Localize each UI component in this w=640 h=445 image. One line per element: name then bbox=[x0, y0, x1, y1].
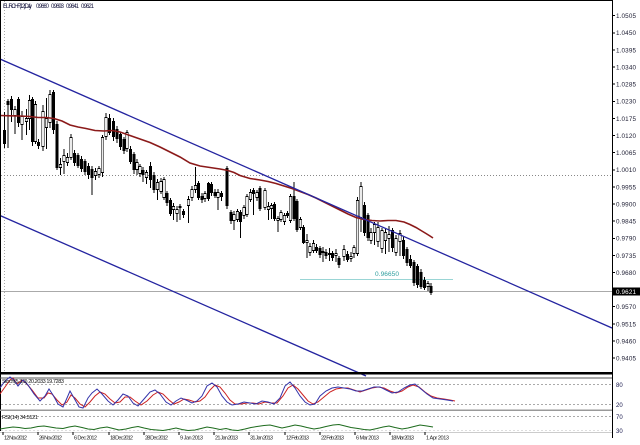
svg-text:1.0285: 1.0285 bbox=[616, 82, 636, 89]
svg-text:31 Jan 2013: 31 Jan 2013 bbox=[250, 436, 273, 442]
svg-text:0.9660: 0.9660 bbox=[36, 4, 50, 10]
svg-text:1.0450: 1.0450 bbox=[616, 30, 636, 37]
svg-text:22 Feb 2013: 22 Feb 2013 bbox=[321, 436, 344, 442]
svg-text:6 Mar 2013: 6 Mar 2013 bbox=[356, 436, 379, 442]
svg-text:0.96650: 0.96650 bbox=[375, 271, 399, 278]
svg-text:0.9515: 0.9515 bbox=[616, 321, 636, 328]
svg-text:70: 70 bbox=[616, 415, 623, 421]
svg-text:0.9735: 0.9735 bbox=[616, 253, 636, 260]
svg-text:1.0395: 1.0395 bbox=[616, 47, 636, 54]
svg-text:1.0065: 1.0065 bbox=[616, 150, 636, 157]
svg-text:30: 30 bbox=[616, 429, 623, 435]
svg-text:1 Apr 2013: 1 Apr 2013 bbox=[426, 436, 449, 442]
svg-text:0.9845: 0.9845 bbox=[616, 219, 636, 226]
svg-text:21 Jan 2013: 21 Jan 2013 bbox=[215, 436, 238, 442]
svg-text:0.9621: 0.9621 bbox=[616, 289, 636, 296]
svg-text:9 Jan 2013: 9 Jan 2013 bbox=[180, 436, 203, 442]
svg-text:1.0340: 1.0340 bbox=[616, 65, 636, 72]
svg-text:0.9405: 0.9405 bbox=[616, 356, 636, 363]
svg-text:RSI(14) 34.5121: RSI(14) 34.5121 bbox=[2, 415, 38, 421]
svg-text:80: 80 bbox=[616, 383, 623, 389]
svg-text:0.9955: 0.9955 bbox=[616, 184, 636, 191]
svg-text:12 Feb 2013: 12 Feb 2013 bbox=[286, 436, 309, 442]
svg-text:1.0120: 1.0120 bbox=[616, 133, 636, 140]
svg-text:18 Dec 2012: 18 Dec 2012 bbox=[110, 436, 133, 442]
svg-text:1.0175: 1.0175 bbox=[616, 116, 636, 123]
svg-text:18 Mar 2013: 18 Mar 2013 bbox=[391, 436, 414, 442]
svg-text:1.0010: 1.0010 bbox=[616, 167, 636, 174]
svg-text:26 Nov 2012: 26 Nov 2012 bbox=[39, 436, 62, 442]
svg-text:20: 20 bbox=[616, 403, 623, 409]
svg-text:0.9693: 0.9693 bbox=[51, 4, 65, 10]
svg-text:0.9641: 0.9641 bbox=[66, 4, 80, 10]
svg-text:6 Dec 2012: 6 Dec 2012 bbox=[74, 436, 97, 442]
svg-text:0.9570: 0.9570 bbox=[616, 304, 636, 311]
svg-text:0.9460: 0.9460 bbox=[616, 338, 636, 345]
svg-text:0.9790: 0.9790 bbox=[616, 236, 636, 243]
svg-text:1.0230: 1.0230 bbox=[616, 99, 636, 106]
svg-text:0.9621: 0.9621 bbox=[81, 4, 95, 10]
svg-text:12 Nov 2012: 12 Nov 2012 bbox=[4, 436, 27, 442]
svg-text:28 Dec 2012: 28 Dec 2012 bbox=[145, 436, 168, 442]
svg-text:1.0505: 1.0505 bbox=[616, 13, 636, 20]
svg-text:0.9900: 0.9900 bbox=[616, 201, 636, 208]
svg-text:0.9680: 0.9680 bbox=[616, 270, 636, 277]
svg-text:EURCHF(12),Daily: EURCHF(12),Daily bbox=[3, 4, 32, 10]
svg-text:Stoch(5,3,3) 20.2033 19.7283: Stoch(5,3,3) 20.2033 19.7283 bbox=[2, 379, 64, 385]
